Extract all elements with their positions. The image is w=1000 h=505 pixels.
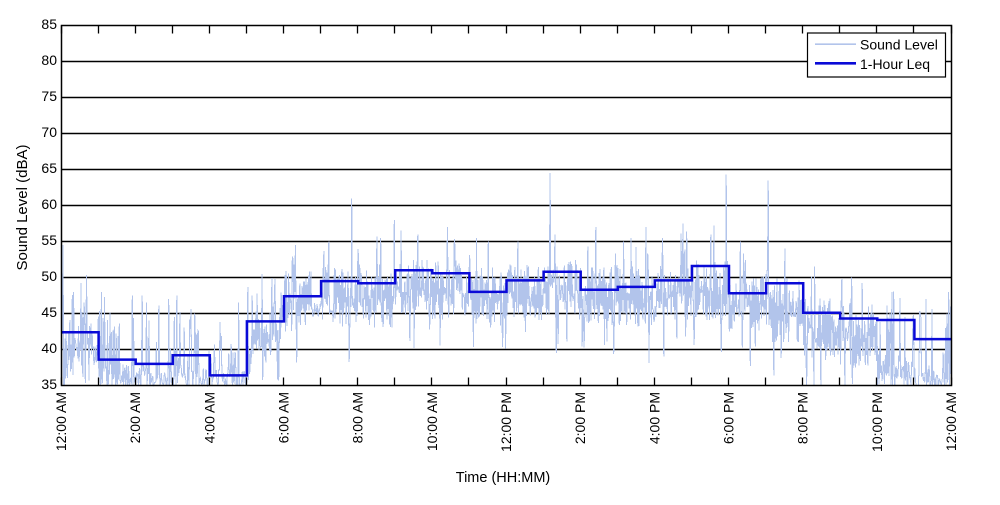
svg-text:Time (HH:MM): Time (HH:MM)	[456, 470, 551, 486]
svg-text:4:00 PM: 4:00 PM	[646, 392, 662, 444]
svg-text:45: 45	[41, 304, 57, 320]
svg-text:65: 65	[41, 160, 57, 176]
svg-text:4:00 AM: 4:00 AM	[201, 392, 217, 443]
svg-text:85: 85	[41, 16, 57, 32]
svg-text:Sound Level: Sound Level	[860, 37, 938, 53]
svg-text:75: 75	[41, 88, 57, 104]
svg-text:8:00 AM: 8:00 AM	[350, 392, 366, 443]
svg-text:12:00 AM: 12:00 AM	[53, 392, 69, 451]
svg-text:55: 55	[41, 232, 57, 248]
svg-text:12:00 PM: 12:00 PM	[498, 392, 514, 452]
svg-text:60: 60	[41, 196, 57, 212]
svg-text:10:00 AM: 10:00 AM	[424, 392, 440, 451]
svg-text:10:00 PM: 10:00 PM	[869, 392, 885, 452]
svg-text:8:00 PM: 8:00 PM	[795, 392, 811, 444]
svg-text:50: 50	[41, 268, 57, 284]
svg-text:35: 35	[41, 376, 57, 392]
svg-text:80: 80	[41, 52, 57, 68]
svg-text:Sound Level (dBA): Sound Level (dBA)	[14, 145, 31, 271]
svg-text:6:00 PM: 6:00 PM	[721, 392, 737, 444]
svg-text:40: 40	[41, 340, 57, 356]
svg-text:6:00 AM: 6:00 AM	[276, 392, 292, 443]
svg-text:2:00 PM: 2:00 PM	[572, 392, 588, 444]
svg-text:2:00 AM: 2:00 AM	[127, 392, 143, 443]
svg-text:1-Hour Leq: 1-Hour Leq	[860, 56, 930, 72]
svg-text:70: 70	[41, 124, 57, 140]
svg-text:12:00 AM: 12:00 AM	[943, 392, 959, 451]
